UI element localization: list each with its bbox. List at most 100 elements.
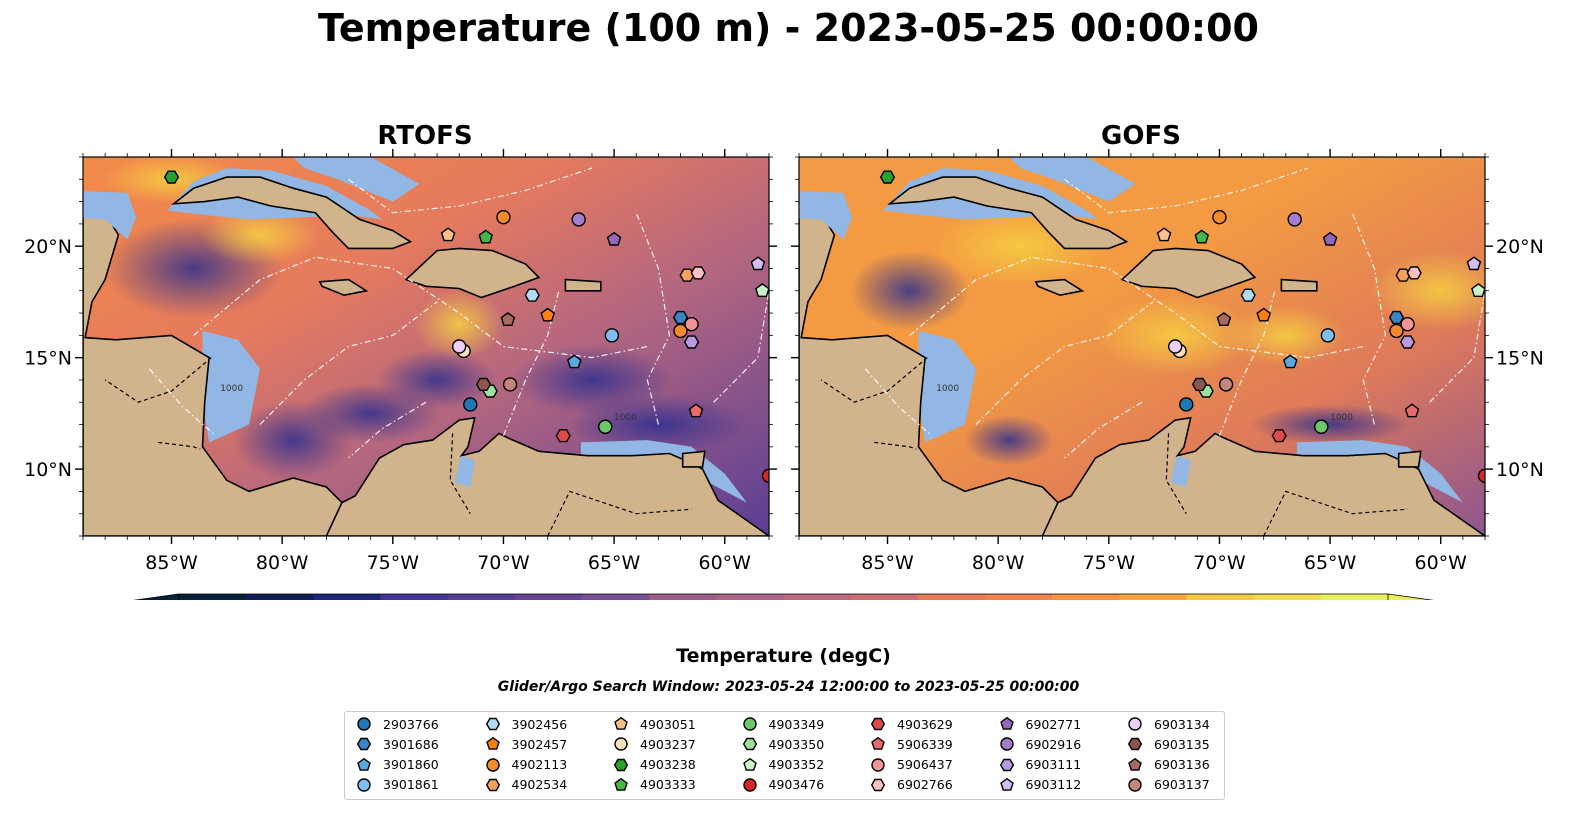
float-marker-6902916: [571, 212, 586, 227]
legend-label: 2903766: [383, 716, 439, 732]
land-maracaibo: [454, 455, 475, 487]
legend-label: 4903629: [897, 716, 953, 732]
float-marker-6902766: [690, 266, 706, 280]
colorbar-label: Temperature (degC): [676, 645, 891, 667]
float-marker-6903135: [475, 377, 492, 391]
float-marker-3901861: [1320, 328, 1336, 343]
float-marker-6902916: [1287, 212, 1302, 227]
colorbar-band: [313, 594, 382, 600]
float-marker-3901860: [566, 354, 582, 369]
float-marker-4903238: [163, 170, 180, 184]
land-maracaibo: [1170, 455, 1191, 487]
legend-item-4903476: 4903476: [739, 776, 824, 794]
eez-line: [635, 212, 671, 425]
legend-marker-5906339: [871, 737, 885, 751]
lon-tick-label: 80°W: [972, 552, 1025, 574]
hexagon-marker-icon: [613, 758, 629, 771]
lon-tick-label: 65°W: [1304, 552, 1357, 574]
legend-item-5906339: 5906339: [867, 735, 953, 753]
land-hispaniola: [404, 247, 541, 299]
shelf-nic_shelf: [202, 330, 260, 443]
pentagon-marker-icon: [614, 777, 628, 791]
search-window-text: Glider/Argo Search Window: 2023-05-24 12…: [497, 679, 1080, 695]
legend-marker-4903238: [613, 758, 629, 771]
float-marker-4903352: [755, 283, 769, 297]
pentagon-marker-icon: [999, 716, 1014, 730]
hexagon-marker-icon: [1127, 738, 1143, 751]
float-marker-4903349: [598, 419, 613, 434]
map-frame: [798, 156, 1486, 537]
legend-label: 4903238: [640, 757, 696, 773]
legend-marker-3901861: [357, 778, 371, 792]
legend-label: 6903136: [1154, 757, 1210, 773]
map-gofs: 1000 1000 85°W 80°W 75°W 70°W 65°W 60°W 20°N 15°N…: [791, 149, 1544, 574]
colorbar-band: [514, 594, 583, 600]
lon-tick-label: 80°W: [256, 552, 309, 574]
contour-label: 1000: [936, 384, 959, 394]
legend-marker-6903111: [999, 758, 1014, 771]
circle-marker-icon: [742, 717, 757, 731]
legend-label: 6903111: [1025, 757, 1082, 773]
eez-line: [502, 290, 560, 436]
land-puertorico: [564, 278, 602, 292]
float-marker-4903051: [440, 227, 456, 242]
lat-tick-label: 15°N: [1496, 348, 1544, 370]
legend-item-4902534: 4902534: [482, 776, 567, 794]
colorbar-under-arrow: [133, 593, 180, 600]
pentagon-marker-icon: [357, 757, 371, 771]
legend-label: 4902113: [511, 757, 568, 773]
map-frame: [82, 156, 770, 537]
border-line: [547, 490, 692, 536]
lat-tick-label: 20°N: [24, 236, 72, 258]
colorbar-band: [1052, 594, 1120, 600]
float-marker-6903111: [683, 335, 700, 349]
float-marker-6903136: [1216, 312, 1232, 326]
legend-marker-4902534: [485, 778, 500, 792]
page-title: Temperature (100 m) - 2023-05-25 00:00:0…: [317, 6, 1259, 50]
colorbar-band: [582, 594, 650, 600]
contour-label: 1000: [1330, 413, 1353, 423]
legend-marker-4903349: [742, 717, 757, 731]
float-marker-4903051: [1156, 227, 1172, 242]
legend-item-4903352: 4903352: [739, 756, 824, 774]
float-marker-6903135: [1191, 377, 1208, 391]
legend-item-4903629: 4903629: [867, 715, 953, 733]
colorbar-band: [1253, 594, 1322, 600]
border-line: [104, 357, 212, 403]
eez-line: [864, 368, 933, 437]
float-marker-3901861: [604, 328, 620, 343]
float-marker-6902766: [1406, 266, 1422, 280]
land-cuba: [171, 176, 413, 250]
lon-tick-label: 70°W: [1193, 552, 1246, 574]
legend-label: 6903134: [1154, 716, 1210, 732]
border-line: [820, 357, 928, 403]
float-marker-5906339: [688, 403, 704, 418]
legend-label: 4903349: [768, 716, 825, 732]
float-marker-5906437: [1400, 317, 1415, 332]
eez-line: [909, 256, 1364, 359]
colorbar-band: [1186, 594, 1255, 600]
panel-title-rtofs: RTOFS: [377, 121, 473, 151]
legend-item-4902113: 4902113: [482, 756, 568, 774]
colorbar-band: [1119, 594, 1188, 600]
lat-tick-label: 10°N: [24, 459, 72, 481]
float-marker-6903134: [451, 339, 467, 354]
border-line: [449, 433, 471, 515]
lon-tick-label: 85°W: [145, 552, 198, 574]
legend-item-6903136: 6903136: [1124, 756, 1210, 774]
pentagon-marker-icon: [1128, 757, 1142, 771]
legend-marker-6903134: [1128, 717, 1142, 731]
legend-item-6903137: 6903137: [1124, 776, 1210, 794]
float-marker-extra-1: [1212, 209, 1227, 225]
legend-marker-4903476: [742, 778, 757, 792]
lon-tick-label: 75°W: [367, 552, 420, 574]
hexagon-marker-icon: [485, 717, 500, 731]
float-marker-4903629: [555, 429, 571, 443]
hexagon-marker-icon: [999, 758, 1014, 771]
land-trinidad: [681, 450, 706, 468]
float-marker-4903476: [1477, 468, 1485, 484]
legend-item-6903134: 6903134: [1124, 715, 1210, 733]
hexagon-marker-icon: [356, 738, 372, 751]
border-line: [158, 441, 201, 450]
legend-item-6902916: 6902916: [996, 735, 1081, 753]
